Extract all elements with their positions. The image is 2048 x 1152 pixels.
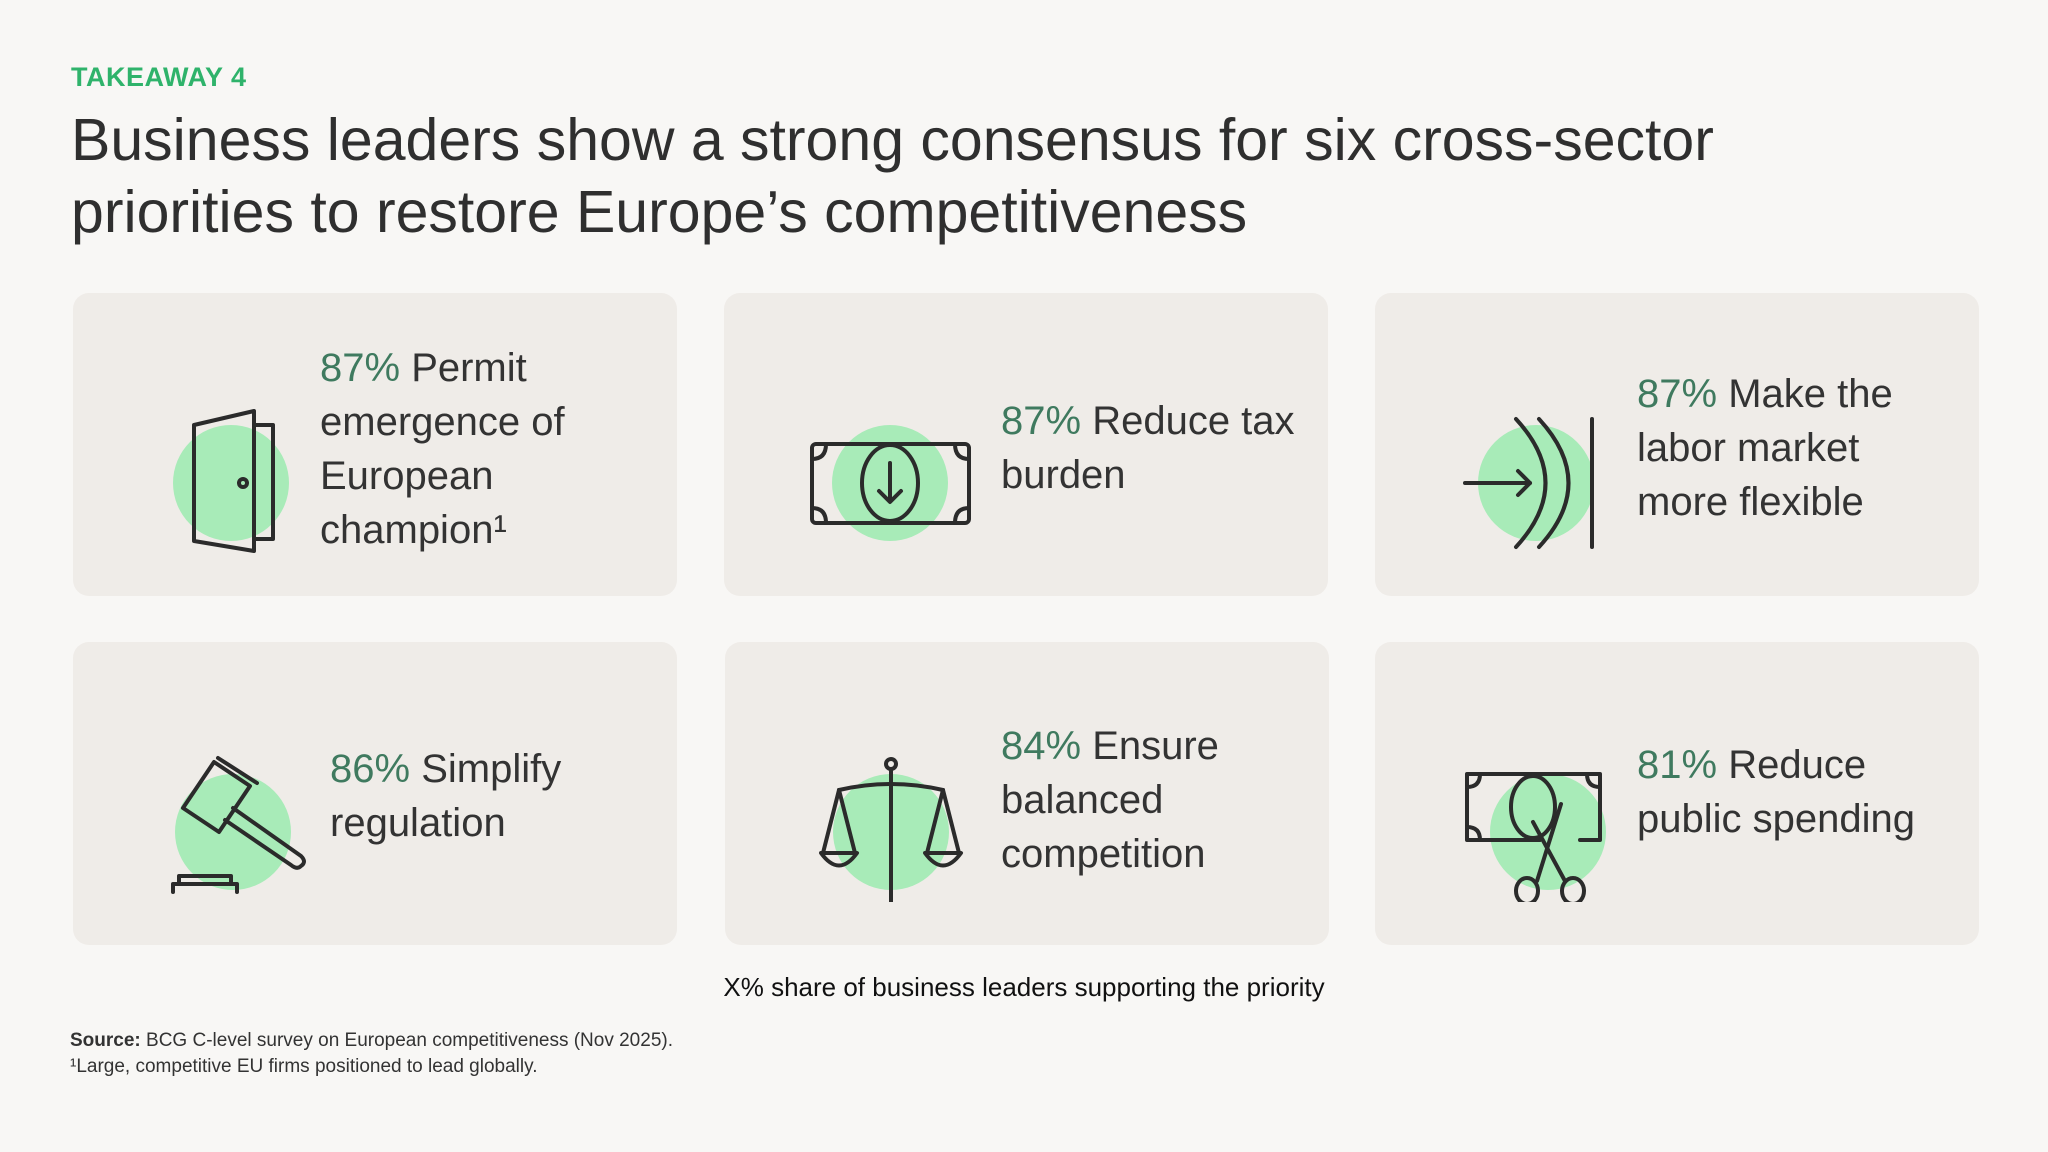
priority-card-tax: 87% Reduce tax burden (724, 293, 1328, 596)
priority-card-regulation: 86% Simplify regulation (73, 642, 677, 945)
gavel-icon (113, 682, 323, 902)
card-percent: 86% (330, 747, 411, 791)
card-label: 84% Ensure balanced competition (1001, 719, 1301, 881)
priority-card-champions: 87% Permit emergence of European champio… (73, 293, 677, 596)
card-percent: 87% (320, 346, 401, 390)
banknote-down-arrow-icon (764, 333, 974, 553)
banknote-scissors-icon (1415, 682, 1625, 902)
card-label: 86% Simplify regulation (330, 742, 650, 850)
card-label: 87% Reduce tax burden (1001, 394, 1301, 502)
card-text: Make the labor market more flexible (1637, 372, 1893, 524)
card-label: 87% Make the labor market more flexible (1637, 367, 1957, 529)
source-label: Source: (70, 1030, 141, 1051)
card-percent: 84% (1001, 724, 1082, 768)
card-text: Permit emergence of European champion¹ (320, 346, 565, 552)
title-line-1: Business leaders show a strong consensus… (71, 107, 1714, 173)
takeaway-eyebrow: TAKEAWAY 4 (71, 62, 247, 92)
priority-card-competition: 84% Ensure balanced competition (725, 642, 1329, 945)
priority-card-labor: 87% Make the labor market more flexible (1375, 293, 1979, 596)
card-text: Simplify regulation (330, 747, 562, 845)
card-text: Reduce tax burden (1001, 399, 1295, 497)
door-icon (113, 333, 323, 553)
priority-card-spending: 81% Reduce public spending (1375, 642, 1979, 945)
source-text: BCG C-level survey on European competiti… (146, 1030, 673, 1051)
page-title: Business leaders show a strong consensus… (71, 104, 1871, 248)
card-percent: 87% (1637, 372, 1718, 416)
source-line: Source: BCG C-level survey on European c… (70, 1028, 673, 1054)
legend-caption: X% share of business leaders supporting … (723, 972, 1325, 1002)
title-line-2: priorities to restore Europe’s competiti… (71, 179, 1248, 245)
card-text: Reduce public spending (1637, 743, 1915, 841)
source-notes: Source: BCG C-level survey on European c… (70, 1028, 673, 1080)
arrow-into-barrier-icon (1415, 333, 1625, 553)
card-label: 87% Permit emergence of European champio… (320, 341, 650, 557)
card-percent: 81% (1637, 743, 1718, 787)
card-label: 81% Reduce public spending (1637, 738, 1957, 846)
balance-scale-icon (765, 682, 975, 902)
footnote: ¹Large, competitive EU firms positioned … (70, 1056, 538, 1077)
card-percent: 87% (1001, 399, 1082, 443)
card-text: Ensure balanced competition (1001, 724, 1219, 876)
